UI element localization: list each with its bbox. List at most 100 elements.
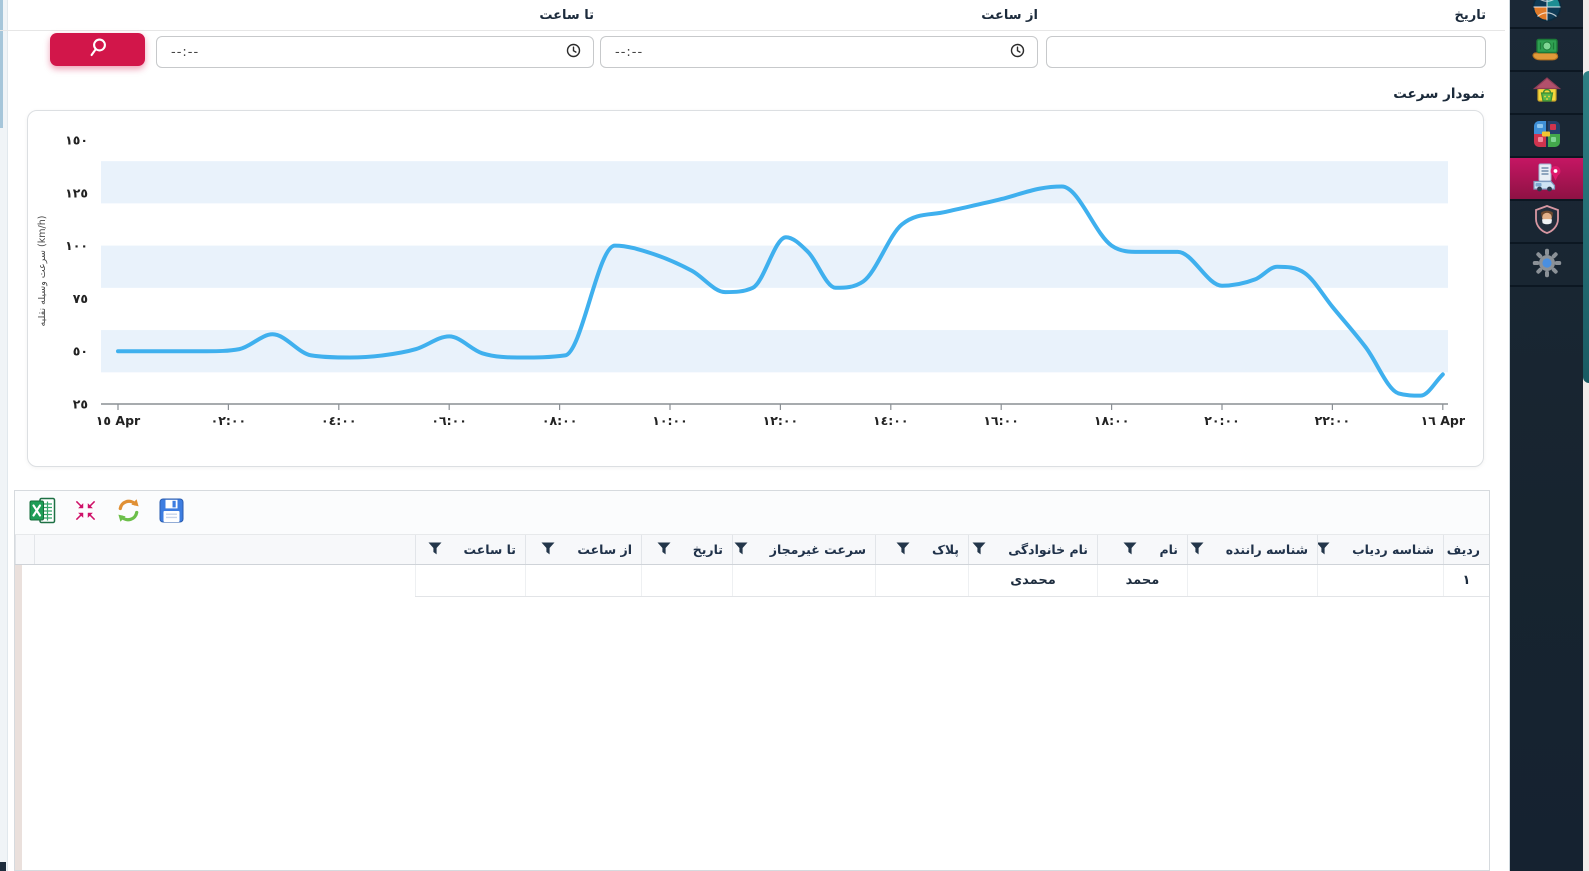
row-cell-3: محمد [1097,565,1187,596]
table-row[interactable]: ١ محمد محمدی [415,565,1489,597]
security-shield-icon [1530,203,1564,241]
right-edge-teal-bar [1583,71,1589,383]
sidebar [1509,0,1583,871]
settings-gear-icon [1530,246,1564,284]
speed-line-series [116,184,1445,398]
excel-export-icon [28,496,57,529]
right-edge-panel [1583,0,1589,871]
column-header-6[interactable]: سرعت غیرمجاز [732,535,875,564]
speed-line-chart: ١٥ Apr ٠٢:٠٠ ٠٤:٠٠ ٠٦:٠٠ ٠٨:٠٠ ١٠:٠٠ ١٢:٠٠ ١٤:٠… [37,133,1466,429]
chart-title: نمودار سرعت [1393,86,1485,102]
column-label: از ساعت [577,542,632,557]
sidebar-item-globe-network[interactable] [1510,0,1583,29]
x-tick-label: ٠٢:٠٠ [211,413,247,428]
table-toolbar [15,491,1489,535]
y-tick-label: ١٠٠ [65,238,88,253]
column-label: سرعت غیرمجاز [769,542,866,557]
column-header-4[interactable]: نام خانوادگی [968,535,1097,564]
apps-grid-icon [1530,117,1564,155]
money-payment-icon [1530,31,1564,69]
column-label: نام [1159,542,1178,557]
filter-funnel-icon[interactable] [1190,542,1204,558]
to-time-input[interactable]: --:-- [156,36,594,68]
chart-band [101,161,1448,204]
globe-network-icon [1530,0,1564,27]
x-tick-label: ١٤:٠٠ [873,413,909,428]
y-tick-label: ١٥٠ [65,133,88,148]
x-tick-label: ١٢:٠٠ [763,413,799,428]
scrollbar-thumb[interactable] [0,0,3,128]
row-cell-7 [641,565,732,596]
column-header-8[interactable]: از ساعت [525,535,641,564]
filter-funnel-icon[interactable] [428,542,442,558]
column-header-9[interactable]: تا ساعت [415,535,525,564]
from-time-field-label: از ساعت [981,8,1038,23]
column-label: پلاک [932,542,959,557]
column-header-2[interactable]: شناسه راننده [1187,535,1317,564]
filter-funnel-icon[interactable] [972,542,986,558]
magnifier-icon [83,35,113,64]
sidebar-item-home[interactable] [1510,72,1583,115]
row-cell-6 [732,565,875,596]
home-icon [1530,74,1564,112]
collapse-icon [71,496,100,529]
column-label: نام خانوادگی [1008,542,1088,557]
column-header-5[interactable]: پلاک [875,535,968,564]
results-table-panel: ردیف شناسه ردیاب شناسه راننده نام نام خانواد… [14,490,1490,871]
column-header-7[interactable]: تاریخ [641,535,732,564]
x-tick-label: ٢٠:٠٠ [1204,413,1240,428]
sidebar-item-settings-gear[interactable] [1510,244,1583,287]
filter-funnel-icon[interactable] [896,542,910,558]
x-tick-label: ١٦ Apr [1421,413,1466,428]
column-label: تا ساعت [463,542,517,557]
chart-band [101,330,1448,373]
y-tick-label: ١٢٥ [65,185,88,200]
sidebar-item-apps-grid[interactable] [1510,115,1583,158]
sidebar-item-vehicle-tracking[interactable] [1510,158,1583,201]
x-tick-label: ٠٨:٠٠ [542,413,578,428]
refresh-button[interactable] [114,498,143,527]
from-time-input[interactable]: --:-- [600,36,1038,68]
collapse-button[interactable] [71,498,100,527]
sidebar-item-security-shield[interactable] [1510,201,1583,244]
column-label: شناسه راننده [1225,542,1308,557]
row-cell-5 [875,565,968,596]
filter-funnel-icon[interactable] [657,542,671,558]
save-icon [158,497,185,528]
date-input[interactable] [1046,36,1486,68]
y-tick-label: ٥٠ [73,344,88,359]
filter-funnel-icon[interactable] [1123,542,1137,558]
column-label: تاریخ [692,542,723,557]
x-tick-label: ٠٤:٠٠ [321,413,357,428]
column-label: شناسه ردیاب [1352,542,1434,557]
column-label: ردیف [1446,542,1480,557]
refresh-icon [114,496,143,529]
to-time-field-label: تا ساعت [539,8,594,23]
clock-icon [566,43,581,62]
sidebar-item-money-payment[interactable] [1510,29,1583,72]
search-button[interactable] [50,33,145,66]
page-scrollbar[interactable] [0,0,8,871]
x-tick-label: ٠٦:٠٠ [431,413,467,428]
filter-funnel-icon[interactable] [1318,542,1330,558]
save-button[interactable] [157,498,186,527]
vehicle-tracking-icon [1530,160,1564,198]
header-filler-cell [34,535,415,564]
column-header-0[interactable]: ردیف [1443,535,1489,564]
x-tick-label: ٢٢:٠٠ [1315,413,1351,428]
row-cell-2 [1187,565,1317,596]
scrollbar-down-button[interactable] [0,862,6,871]
to-time-placeholder: --:-- [171,44,200,60]
from-time-placeholder: --:-- [615,44,644,60]
column-header-3[interactable]: نام [1097,535,1187,564]
table-header-row: ردیف شناسه ردیاب شناسه راننده نام نام خانواد… [15,535,1489,565]
row-cell-0: ١ [1443,565,1489,596]
grid-left-gutter [15,565,22,870]
row-cell-1 [1317,565,1443,596]
filter-funnel-icon[interactable] [734,542,748,558]
y-axis-title: سرعت وسیله نقلیه (km/h) [37,216,48,327]
column-header-1[interactable]: شناسه ردیاب [1317,535,1443,564]
filter-funnel-icon[interactable] [541,542,555,558]
excel-export-button[interactable] [28,496,57,529]
row-cell-9 [415,565,525,596]
